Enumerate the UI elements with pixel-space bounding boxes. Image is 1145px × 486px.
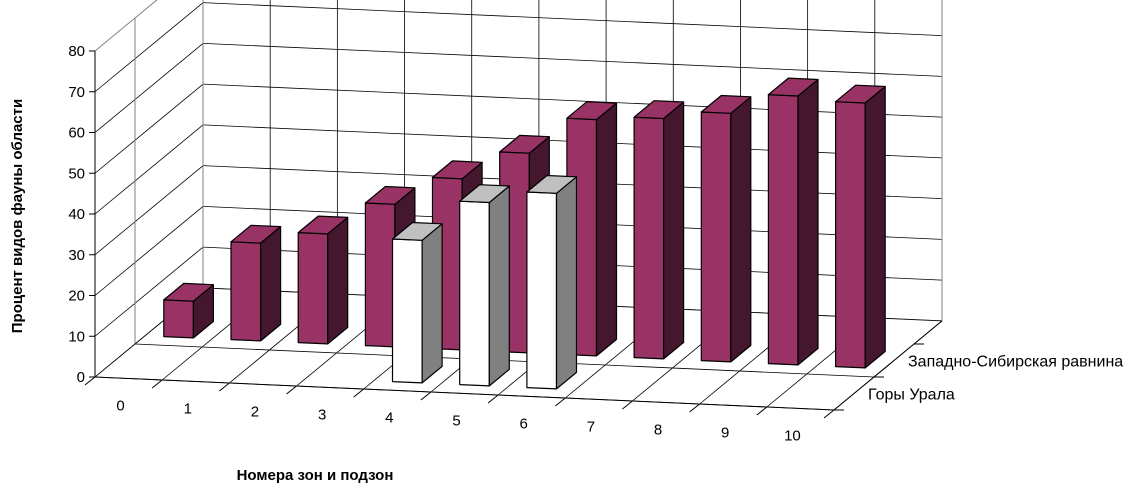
bar-side <box>662 101 685 360</box>
x-tick <box>353 388 365 398</box>
x-tick-label: 6 <box>520 416 528 433</box>
left-gridline <box>94 246 204 337</box>
bar-top <box>163 282 214 302</box>
x-tick-label: 1 <box>184 401 192 418</box>
bar <box>163 282 214 339</box>
y-tick-label: 70 <box>68 84 85 101</box>
bar-front <box>633 116 665 360</box>
x-tick <box>823 409 835 419</box>
left-gridline <box>94 124 204 215</box>
back-gridline <box>202 2 943 37</box>
bar-top <box>566 101 618 121</box>
bar-top <box>499 134 550 154</box>
series-axis-line <box>833 320 943 411</box>
bar-front <box>391 238 423 384</box>
left-gridline <box>94 83 204 174</box>
bar <box>230 224 282 342</box>
bar-front <box>163 299 194 339</box>
bar-top <box>391 221 443 241</box>
bar-front <box>364 202 396 348</box>
y-tick-label: 30 <box>68 247 85 264</box>
x-tick-label: 4 <box>385 410 393 427</box>
x-tick <box>286 385 297 395</box>
left-gridline <box>94 0 158 52</box>
bar-top <box>700 94 752 114</box>
x-tick-label: 3 <box>318 407 326 424</box>
back-gridline <box>202 83 943 118</box>
left-gridline <box>94 206 204 296</box>
x-tick <box>622 400 633 410</box>
bar-front <box>767 93 799 366</box>
bar-side <box>797 78 819 366</box>
bar-top <box>767 77 819 97</box>
bar-top <box>633 100 685 120</box>
x-tick <box>151 379 163 389</box>
bar-top <box>431 160 483 180</box>
x-tick-label: 10 <box>784 428 801 445</box>
bar <box>459 184 510 387</box>
x-tick <box>487 394 499 404</box>
bar-side <box>327 216 349 345</box>
bars <box>163 77 886 390</box>
bar-side <box>864 85 886 369</box>
x-tick-label: 7 <box>587 419 595 436</box>
bar-top <box>834 84 886 104</box>
bar <box>297 215 349 345</box>
x-tick <box>219 382 230 392</box>
x-tick-label: 5 <box>452 413 460 430</box>
y-tick-label: 10 <box>68 328 85 345</box>
y-tick-label: 40 <box>68 206 85 223</box>
bar-top <box>526 174 578 194</box>
bar-side <box>595 102 618 357</box>
x-tick-label: 8 <box>654 422 662 439</box>
bar <box>834 84 886 369</box>
y-tick-label: 20 <box>68 288 85 305</box>
bar-side <box>730 96 752 363</box>
back-gridline <box>202 43 943 77</box>
bar-side <box>260 226 282 342</box>
bar-side <box>488 185 510 387</box>
left-gridline <box>94 165 204 256</box>
x-tick-label: 9 <box>721 425 729 442</box>
left-gridline <box>94 43 204 133</box>
x-axis-line <box>94 376 835 411</box>
bar-front <box>700 111 732 363</box>
x-tick <box>84 376 96 386</box>
bar-side <box>421 223 443 384</box>
bar-top <box>459 184 510 204</box>
x-axis-title: Номера зон и подзон <box>237 467 394 484</box>
bar-front <box>297 232 329 345</box>
bar <box>633 100 685 360</box>
bar <box>700 94 752 363</box>
y-tick-label: 0 <box>77 369 85 386</box>
y-tick-label: 80 <box>68 43 85 60</box>
x-tick <box>689 403 700 413</box>
bar-top <box>364 185 416 205</box>
y-axis-title: Процент видов фауны области <box>9 99 26 333</box>
x-tick-label: 2 <box>251 404 259 421</box>
bar-front <box>834 101 866 369</box>
series-label: Западно-Сибирская равнина <box>908 354 1123 371</box>
series-label: Горы Урала <box>868 387 955 404</box>
y-axis: 0 10 20 30 40 50 60 70 80 <box>68 43 96 386</box>
bar-top <box>297 215 349 235</box>
bar-front <box>526 191 558 390</box>
bar-front <box>230 241 262 342</box>
left-gridline <box>94 2 204 93</box>
x-tick <box>420 391 432 401</box>
y-tick-label: 60 <box>68 125 85 142</box>
series-axis: Западно-Сибирская равнина Горы Урала <box>833 320 1123 411</box>
bar <box>391 221 443 384</box>
x-tick <box>756 406 768 416</box>
bar-side <box>555 176 578 390</box>
bar <box>526 174 578 390</box>
bar-top <box>230 224 282 244</box>
x-tick-label: 0 <box>116 398 124 415</box>
x-tick <box>554 397 566 407</box>
bar <box>767 77 819 366</box>
x-axis: 0 1 2 3 4 5 6 7 8 9 10 <box>84 376 835 445</box>
bar-front <box>459 200 490 387</box>
y-tick-label: 50 <box>68 165 85 182</box>
